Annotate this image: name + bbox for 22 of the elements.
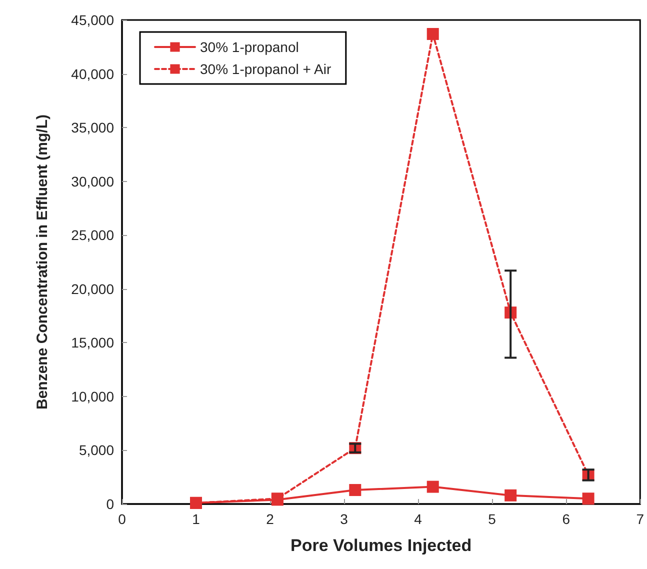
y-tick-label: 45,000 (71, 12, 114, 28)
legend-label: 30% 1-propanol (200, 39, 299, 55)
y-tick-label: 30,000 (71, 173, 114, 190)
x-axis-title: Pore Volumes Injected (290, 536, 472, 555)
x-tick-label: 5 (488, 511, 496, 527)
y-tick-label: 0 (106, 496, 114, 512)
x-tick-label: 2 (266, 511, 274, 527)
legend-label: 30% 1-propanol + Air (200, 61, 332, 77)
x-tick-label: 4 (414, 511, 422, 527)
y-tick-label: 5,000 (78, 442, 114, 458)
x-tick-label: 0 (118, 511, 126, 527)
x-tick-label: 7 (636, 511, 644, 527)
x-tick-label: 1 (192, 511, 200, 527)
x-tick-label: 3 (340, 511, 348, 527)
y-tick-label: 25,000 (71, 227, 114, 244)
y-tick-label: 40,000 (71, 66, 114, 82)
y-tick-label: 10,000 (71, 388, 114, 404)
x-tick-label: 6 (562, 511, 570, 527)
y-axis-title: Benzene Concentration in Effluent (mg/L) (34, 114, 51, 410)
y-tick-label: 15,000 (71, 334, 114, 351)
y-tick-label: 20,000 (71, 280, 114, 297)
y-tick-label: 35,000 (71, 120, 114, 136)
